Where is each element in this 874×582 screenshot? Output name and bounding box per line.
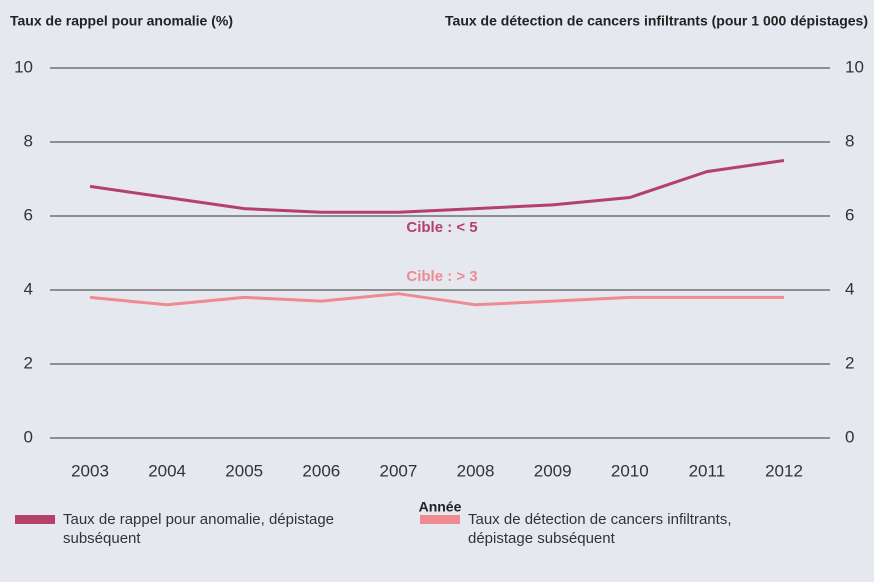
- x-tick-label: 2006: [302, 461, 340, 480]
- x-tick-label: 2012: [765, 461, 803, 480]
- series-line: [89, 159, 785, 214]
- x-tick-label: 2011: [689, 461, 726, 480]
- y2-axis-title: Taux de détection de cancers infiltrants…: [445, 13, 868, 29]
- legend-label: Taux de rappel pour anomalie, dépistage …: [63, 511, 335, 547]
- annotation: Cible : < 5: [406, 219, 477, 236]
- y2-tick-label: 4: [845, 279, 854, 298]
- series-line: [89, 292, 784, 307]
- y-tick-label: 2: [24, 353, 33, 372]
- y2-tick-label: 8: [845, 131, 854, 150]
- y-tick-label: 10: [14, 57, 33, 76]
- y-tick-label: 0: [24, 427, 33, 446]
- legend-swatch: [15, 515, 55, 524]
- y2-tick-label: 0: [845, 427, 854, 446]
- legend-swatch: [420, 515, 460, 524]
- y2-tick-label: 10: [845, 57, 864, 76]
- y2-tick-label: 6: [845, 205, 854, 224]
- y2-tick-label: 2: [845, 353, 854, 372]
- y-tick-label: 6: [24, 205, 33, 224]
- y-tick-label: 8: [24, 131, 33, 150]
- y-axis-title: Taux de rappel pour anomalie (%): [10, 13, 233, 29]
- x-tick-label: 2007: [380, 461, 418, 480]
- annotation: Cible : > 3: [406, 268, 477, 285]
- x-tick-label: 2010: [611, 461, 649, 480]
- y-tick-label: 4: [24, 279, 33, 298]
- x-tick-label: 2009: [534, 461, 572, 480]
- x-axis-title: Année: [419, 499, 462, 515]
- legend-item: Taux de détection de cancers infiltrants…: [420, 510, 758, 548]
- legend-label: Taux de détection de cancers infiltrants…: [468, 511, 732, 547]
- x-tick-label: 2004: [148, 461, 186, 480]
- x-tick-label: 2008: [457, 461, 495, 480]
- x-tick-label: 2003: [71, 461, 109, 480]
- x-tick-label: 2005: [225, 461, 263, 480]
- legend-item: Taux de rappel pour anomalie, dépistage …: [15, 510, 353, 548]
